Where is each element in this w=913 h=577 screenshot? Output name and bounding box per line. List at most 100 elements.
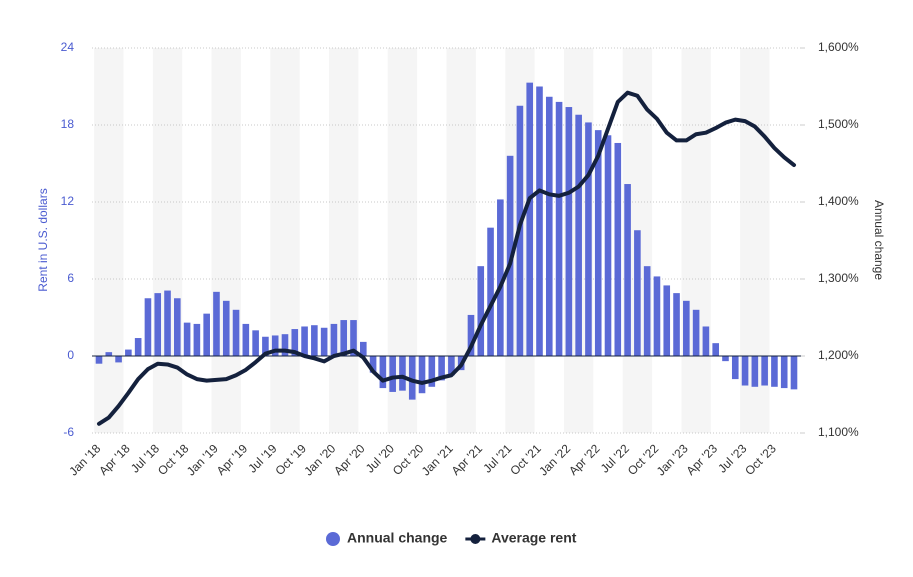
- bar: [105, 352, 113, 356]
- bar: [95, 356, 103, 364]
- bar: [115, 356, 122, 363]
- y2-tick-label: 1,600%: [818, 40, 859, 54]
- bar: [379, 356, 387, 389]
- bar: [771, 356, 778, 387]
- bar: [428, 356, 436, 387]
- line: [97, 90, 796, 426]
- x-tick-label: Jan '23: [654, 441, 691, 478]
- bar: [340, 320, 348, 356]
- bar: [389, 356, 396, 392]
- bar: [692, 309, 700, 356]
- bar: [271, 335, 279, 356]
- legend-label: Average rent: [491, 530, 576, 546]
- x-tick-label: Apr '22: [566, 441, 603, 478]
- bar: [790, 356, 798, 390]
- bar: [565, 107, 573, 357]
- band: [329, 48, 359, 433]
- bar: [477, 266, 485, 356]
- x-tick-label: Oct '23: [742, 441, 779, 478]
- bar: [751, 356, 759, 387]
- x-tick-label: Apr '19: [214, 441, 251, 478]
- bar: [683, 300, 690, 356]
- x-tick-label: Apr '21: [449, 441, 486, 478]
- bar: [585, 122, 592, 356]
- bar: [301, 326, 308, 356]
- band: [270, 48, 300, 433]
- x-tick-label: Oct '21: [507, 441, 544, 478]
- bar: [311, 325, 318, 356]
- bar: [154, 293, 162, 356]
- bar: [487, 227, 494, 356]
- bar: [193, 323, 201, 356]
- x-tick-label: Apr '23: [684, 441, 721, 478]
- bar: [125, 349, 132, 356]
- x-tick-label: Oct '18: [155, 441, 192, 478]
- x-tick-label: Jan '21: [419, 441, 456, 478]
- bar: [438, 356, 445, 381]
- bar: [604, 135, 612, 356]
- bar: [448, 356, 455, 376]
- x-tick-label: Jan '20: [301, 441, 338, 478]
- bar: [594, 130, 602, 356]
- y-tick-label: 18: [61, 117, 75, 131]
- bar: [144, 298, 152, 356]
- bar: [526, 82, 534, 357]
- y2-tick-label: 1,300%: [818, 271, 859, 285]
- y2-tick-label: 1,100%: [818, 425, 859, 439]
- bar: [536, 86, 543, 356]
- x-tick-label: Oct '22: [625, 441, 662, 478]
- bar: [232, 309, 240, 356]
- bar: [320, 327, 328, 356]
- bar: [262, 336, 269, 356]
- y-tick-label: 24: [61, 40, 75, 54]
- bar: [712, 343, 719, 356]
- bar: [575, 114, 582, 356]
- bar: [780, 356, 788, 389]
- x-tick-label: Jan '19: [184, 441, 221, 478]
- bar: [741, 356, 749, 386]
- bar: [643, 266, 651, 356]
- x-tick-label: Oct '19: [272, 441, 309, 478]
- bar: [369, 356, 377, 373]
- bar: [722, 356, 729, 362]
- bar: [213, 291, 220, 356]
- bar: [673, 293, 680, 356]
- bar: [702, 326, 710, 356]
- band: [681, 48, 711, 433]
- bar: [408, 356, 416, 400]
- bar: [653, 276, 661, 356]
- band: [211, 48, 241, 433]
- bar: [281, 334, 289, 356]
- bar: [164, 290, 171, 356]
- bar: [134, 338, 142, 356]
- bar: [203, 313, 210, 356]
- band: [94, 48, 124, 433]
- legend-label: Annual change: [347, 530, 448, 546]
- bar: [761, 356, 768, 386]
- bar: [359, 341, 367, 356]
- bar: [663, 285, 671, 356]
- y2-tick-label: 1,400%: [818, 194, 859, 208]
- x-tick-label: Jan '22: [536, 441, 573, 478]
- y-tick-label: 0: [67, 348, 74, 362]
- bar: [467, 314, 475, 356]
- band: [152, 48, 183, 433]
- bar: [252, 330, 259, 356]
- x-tick-label: Jan '18: [66, 441, 103, 478]
- y-axis-label: Rent in U.S. dollars: [36, 188, 50, 291]
- bar: [497, 199, 504, 356]
- x-tick-label: Apr '20: [331, 441, 368, 478]
- x-tick-label: Apr '18: [96, 441, 133, 478]
- bar: [418, 356, 426, 394]
- bar: [183, 322, 191, 356]
- bar: [291, 329, 299, 356]
- bar: [350, 320, 357, 356]
- legend-marker: [326, 532, 340, 546]
- y-tick-label: 12: [61, 194, 75, 208]
- bar: [174, 298, 181, 356]
- bar: [222, 300, 230, 356]
- bar: [545, 96, 553, 357]
- bar: [399, 356, 406, 391]
